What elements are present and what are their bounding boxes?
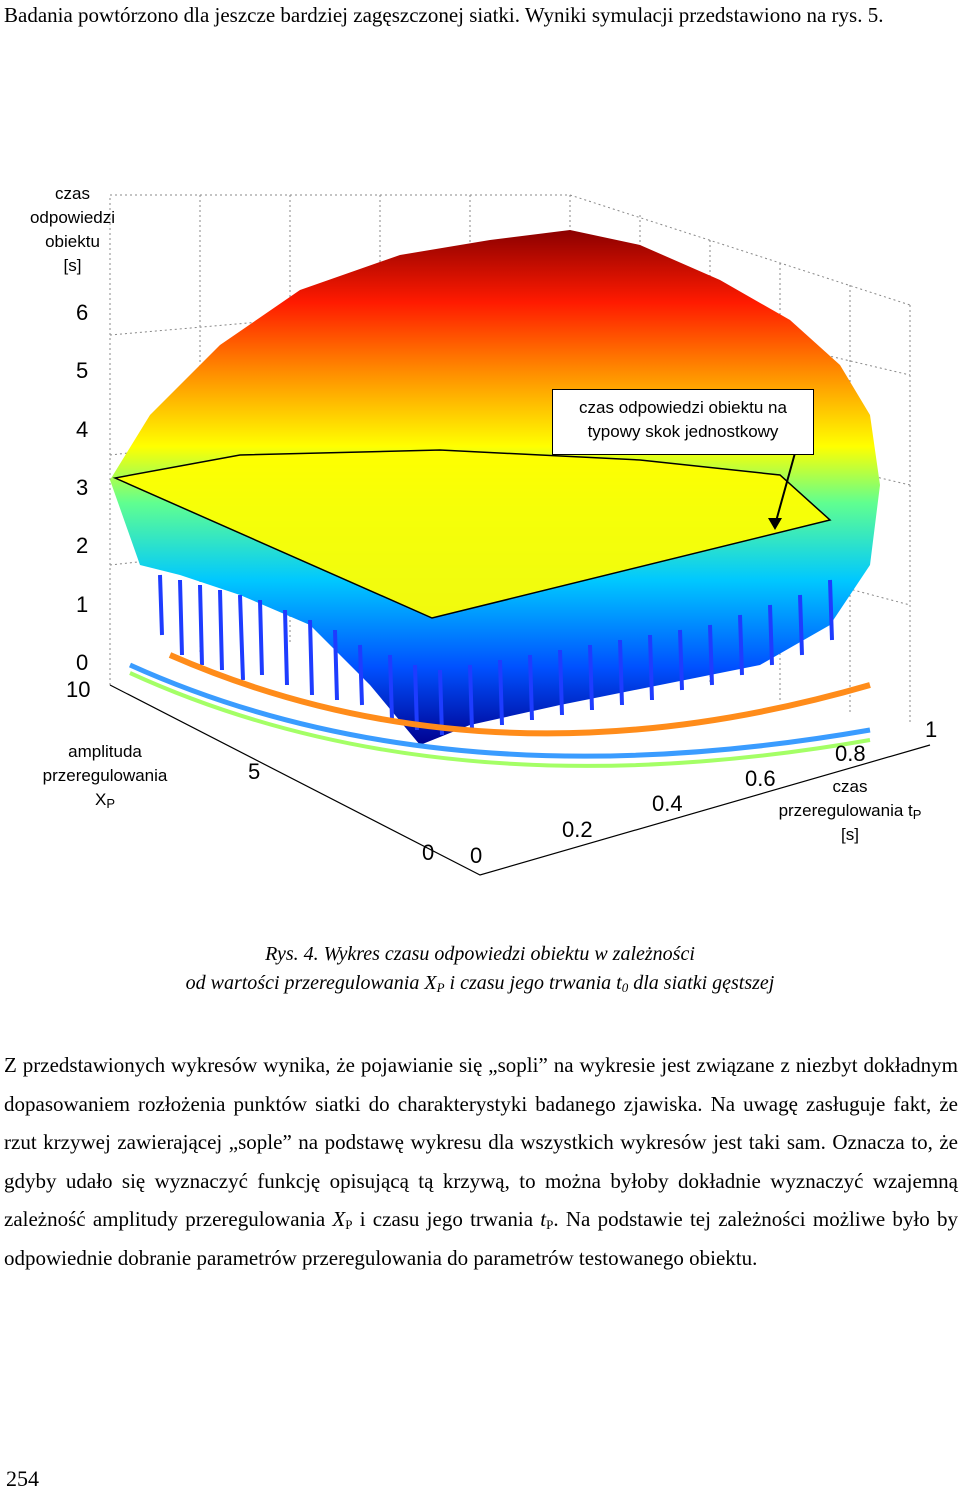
x-tick: 1: [925, 717, 938, 742]
x-tick: 0.4: [652, 791, 683, 816]
z-axis-label-line: obiektu: [45, 232, 100, 251]
callout-box: czas odpowiedzi obiektu na typowy skok j…: [552, 389, 814, 455]
figure-caption: Rys. 4. Wykres czasu odpowiedzi obiektu …: [0, 940, 960, 998]
callout-line: czas odpowiedzi obiektu na: [579, 398, 787, 417]
z-tick: 4: [76, 417, 89, 442]
x-tick: 0: [470, 843, 483, 868]
z-tick: 1: [76, 592, 89, 617]
caption-line-2: od wartości przeregulowania XP i czasu j…: [185, 972, 775, 995]
z-tick: 2: [76, 533, 89, 558]
z-tick: 0: [76, 650, 89, 675]
x-axis-label: czas przeregulowania tP [s]: [765, 775, 935, 847]
floor-curve-green: [129, 671, 871, 768]
surface-plot-figure: czas odpowiedzi obiektu [s] czas odpowie…: [30, 184, 960, 885]
x-tick: 0.8: [835, 741, 866, 766]
surface-plot: [109, 194, 931, 876]
x-axis-label-line: przeregulowania tP: [778, 801, 922, 822]
x-tick: 0.2: [562, 817, 593, 842]
y-axis-label: amplituda przeregulowania XP: [30, 740, 180, 812]
callout-arrow: [774, 452, 796, 526]
y-tick: 10: [66, 677, 91, 702]
z-tick: 6: [76, 300, 89, 325]
z-tick: 3: [76, 475, 89, 500]
z-axis-label-line: odpowiedzi: [29, 208, 116, 227]
z-tick: 5: [76, 358, 89, 383]
z-axis-label-line: czas: [55, 184, 90, 203]
callout-line: typowy skok jednostkowy: [587, 422, 779, 441]
caption-line-1: Rys. 4. Wykres czasu odpowiedzi obiektu …: [265, 943, 695, 965]
y-axis-label-line: amplituda: [68, 742, 142, 761]
intro-paragraph: Badania powtórzono dla jeszcze bardziej …: [4, 3, 884, 27]
icicles: [158, 574, 834, 736]
body-paragraph: Z przedstawionych wykresów wynika, że po…: [4, 1053, 959, 1270]
x-axis-label-line: czas: [832, 777, 868, 796]
callout-arrowhead: [768, 518, 782, 530]
surface-plateau: [112, 449, 832, 619]
y-axis-label-line: przeregulowania: [42, 766, 168, 785]
z-axis-label-line: [s]: [63, 256, 82, 275]
y-tick: 0: [422, 840, 435, 865]
y-axis-symbol: XP: [94, 790, 115, 811]
floor-curve-orange: [168, 652, 871, 737]
z-axis-label: czas odpowiedzi obiektu [s]: [20, 182, 125, 278]
x-tick: 0.6: [745, 766, 776, 791]
x-axis-label-line: [s]: [841, 825, 859, 844]
y-tick: 5: [248, 759, 261, 784]
front-axes: [109, 684, 931, 876]
floor-curve-blue: [128, 662, 871, 759]
page-number: 254: [6, 1466, 39, 1491]
